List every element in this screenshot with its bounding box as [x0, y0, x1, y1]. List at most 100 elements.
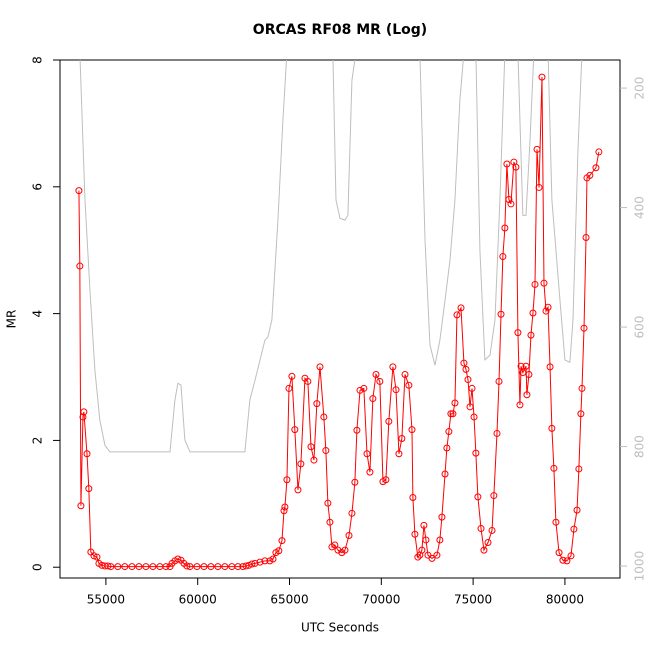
data-point — [291, 426, 299, 434]
data-point — [582, 234, 590, 242]
y-tick-label: 2 — [31, 437, 45, 445]
data-point — [114, 563, 122, 571]
data-point — [251, 559, 259, 567]
data-point — [341, 546, 349, 554]
data-point — [288, 372, 296, 380]
data-point — [278, 537, 286, 545]
data-point — [522, 362, 530, 370]
data-point — [529, 309, 537, 317]
data-point — [193, 563, 201, 571]
data-point — [316, 363, 324, 371]
data-point — [389, 363, 397, 371]
data-point — [422, 536, 430, 544]
data-point — [369, 395, 377, 403]
data-point — [523, 391, 531, 399]
data-point — [411, 530, 419, 538]
data-point — [366, 468, 374, 476]
plot-box — [59, 59, 621, 579]
data-point — [503, 160, 511, 168]
data-point — [573, 506, 581, 514]
data-point — [501, 224, 509, 232]
data-point — [514, 329, 522, 337]
x-axis-label: UTC Seconds — [301, 621, 379, 635]
data-point — [552, 518, 560, 526]
data-point — [570, 525, 578, 533]
data-point — [470, 413, 478, 421]
data-point — [297, 460, 305, 468]
data-point — [307, 443, 315, 451]
data-point — [356, 386, 364, 394]
data-point — [80, 408, 88, 416]
data-point — [577, 410, 585, 418]
data-point — [385, 417, 393, 425]
x-tick-label: 60000 — [179, 593, 217, 607]
data-point — [408, 426, 416, 434]
data-point — [493, 429, 501, 437]
y-tick-label: 8 — [31, 56, 45, 64]
data-point — [497, 310, 505, 318]
data-point — [104, 562, 112, 570]
data-point — [517, 362, 525, 370]
y2-tick-label: 200 — [633, 77, 647, 100]
data-point — [409, 493, 417, 501]
data-point — [519, 369, 527, 377]
data-point — [418, 546, 426, 554]
x-tick-label: 80000 — [546, 593, 584, 607]
data-point — [546, 363, 554, 371]
data-point — [162, 563, 170, 571]
series-line — [78, 77, 600, 568]
data-point — [484, 538, 492, 546]
x-tick-label: 65000 — [270, 593, 308, 607]
y2-tick-label: 400 — [633, 196, 647, 219]
y-tick-label: 4 — [31, 310, 45, 318]
data-point — [453, 311, 461, 319]
data-point — [372, 370, 380, 378]
data-point — [449, 410, 457, 418]
data-point — [269, 555, 277, 563]
data-point — [395, 450, 403, 458]
data-point — [516, 401, 524, 409]
data-point — [283, 476, 291, 484]
data-point — [405, 381, 413, 389]
data-point — [85, 485, 93, 493]
data-point — [376, 377, 384, 385]
data-point — [544, 303, 552, 311]
data-point — [462, 365, 470, 373]
data-point — [360, 384, 368, 392]
data-point — [480, 546, 488, 554]
x-tick-label: 75000 — [454, 593, 492, 607]
data-point — [275, 547, 283, 555]
data-point — [505, 195, 513, 203]
data-point — [294, 486, 302, 494]
data-point — [234, 563, 242, 571]
data-point — [93, 553, 101, 561]
data-point — [451, 399, 459, 407]
data-point — [256, 558, 264, 566]
data-point — [281, 503, 289, 511]
data-point — [540, 279, 548, 287]
data-point — [443, 444, 451, 452]
data-point — [77, 502, 85, 510]
main-layer: 55000 60000 65000 70000 75000 80000 0 2 4 6 8 200 40… — [31, 56, 647, 606]
data-point — [79, 413, 87, 421]
data-point — [149, 563, 157, 571]
data-point — [214, 563, 222, 571]
data-point — [398, 435, 406, 443]
y2-tick-label: 1000 — [633, 551, 647, 582]
data-point — [135, 563, 143, 571]
data-point — [363, 450, 371, 458]
data-point — [538, 73, 546, 81]
data-point — [433, 551, 441, 559]
data-point — [499, 253, 507, 261]
data-point — [345, 532, 353, 540]
data-point — [107, 563, 115, 571]
data-point — [580, 324, 588, 332]
data-point — [128, 563, 136, 571]
data-point — [586, 171, 594, 179]
data-point — [142, 563, 150, 571]
y-tick-label: 0 — [31, 563, 45, 571]
data-point — [326, 518, 334, 526]
data-point — [420, 521, 428, 529]
data-point — [382, 476, 390, 484]
